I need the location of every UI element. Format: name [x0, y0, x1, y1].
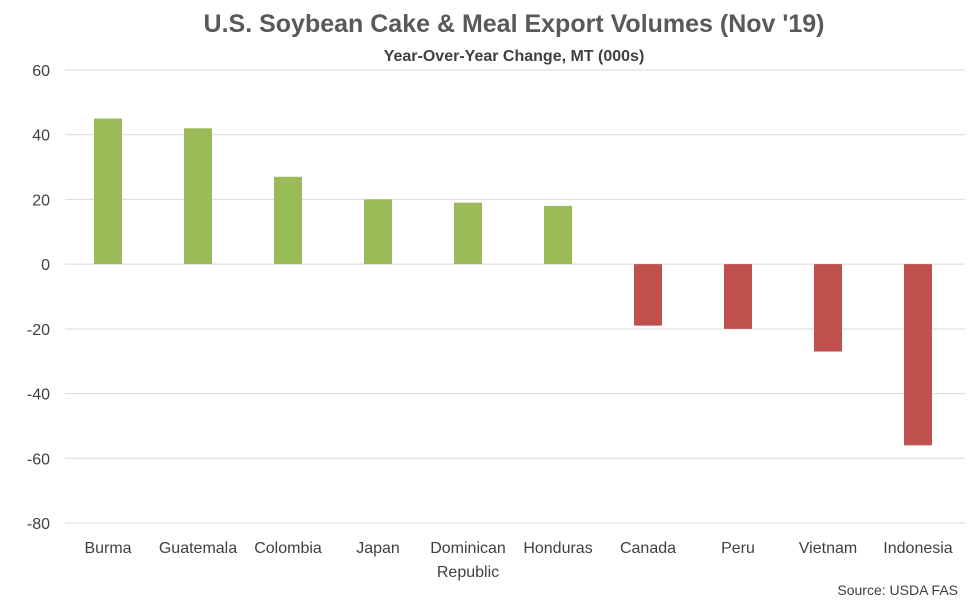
bar-peru: [724, 264, 752, 329]
y-tick-label: 40: [32, 128, 50, 145]
y-tick-label: 0: [41, 257, 50, 274]
bar-vietnam: [814, 264, 842, 352]
bar-guatemala: [184, 128, 212, 265]
x-tick-label: Burma: [84, 540, 131, 557]
x-tick-label: Colombia: [254, 540, 322, 557]
y-tick-label: -80: [27, 516, 50, 533]
source-note: Source: USDA FAS: [837, 582, 958, 598]
bar-colombia: [274, 176, 302, 265]
x-tick-label: Canada: [620, 540, 676, 557]
x-tick-label: Japan: [356, 540, 400, 557]
bar-japan: [364, 199, 392, 265]
y-tick-label: -60: [27, 451, 50, 468]
y-tick-label: -20: [27, 322, 50, 339]
x-tick-label: Dominican Republic: [430, 540, 506, 581]
gridlines: [65, 69, 965, 524]
bar-indonesia: [904, 264, 932, 446]
bar-dominican-republic: [454, 202, 482, 265]
x-tick-label: Honduras: [523, 540, 592, 557]
chart-subtitle: Year-Over-Year Change, MT (000s): [384, 48, 645, 65]
y-tick-label: 20: [32, 192, 50, 209]
bar-burma: [94, 118, 122, 265]
x-tick-label: Vietnam: [799, 540, 857, 557]
x-axis-labels: Burma Guatemala Colombia Japan Dominican Repu…: [84, 540, 952, 581]
x-tick-label: Indonesia: [883, 540, 952, 557]
chart-title: U.S. Soybean Cake & Meal Export Volumes …: [204, 10, 825, 38]
x-tick-label: Peru: [721, 540, 755, 557]
y-tick-label: 60: [32, 63, 50, 80]
bars: [94, 118, 932, 446]
y-tick-label: -40: [27, 387, 50, 404]
x-tick-label: Guatemala: [159, 540, 237, 557]
bar-canada: [634, 264, 662, 326]
bar-honduras: [544, 205, 572, 265]
y-axis-ticks: 60 40 20 0 -20 -40 -60 -80: [27, 63, 50, 533]
